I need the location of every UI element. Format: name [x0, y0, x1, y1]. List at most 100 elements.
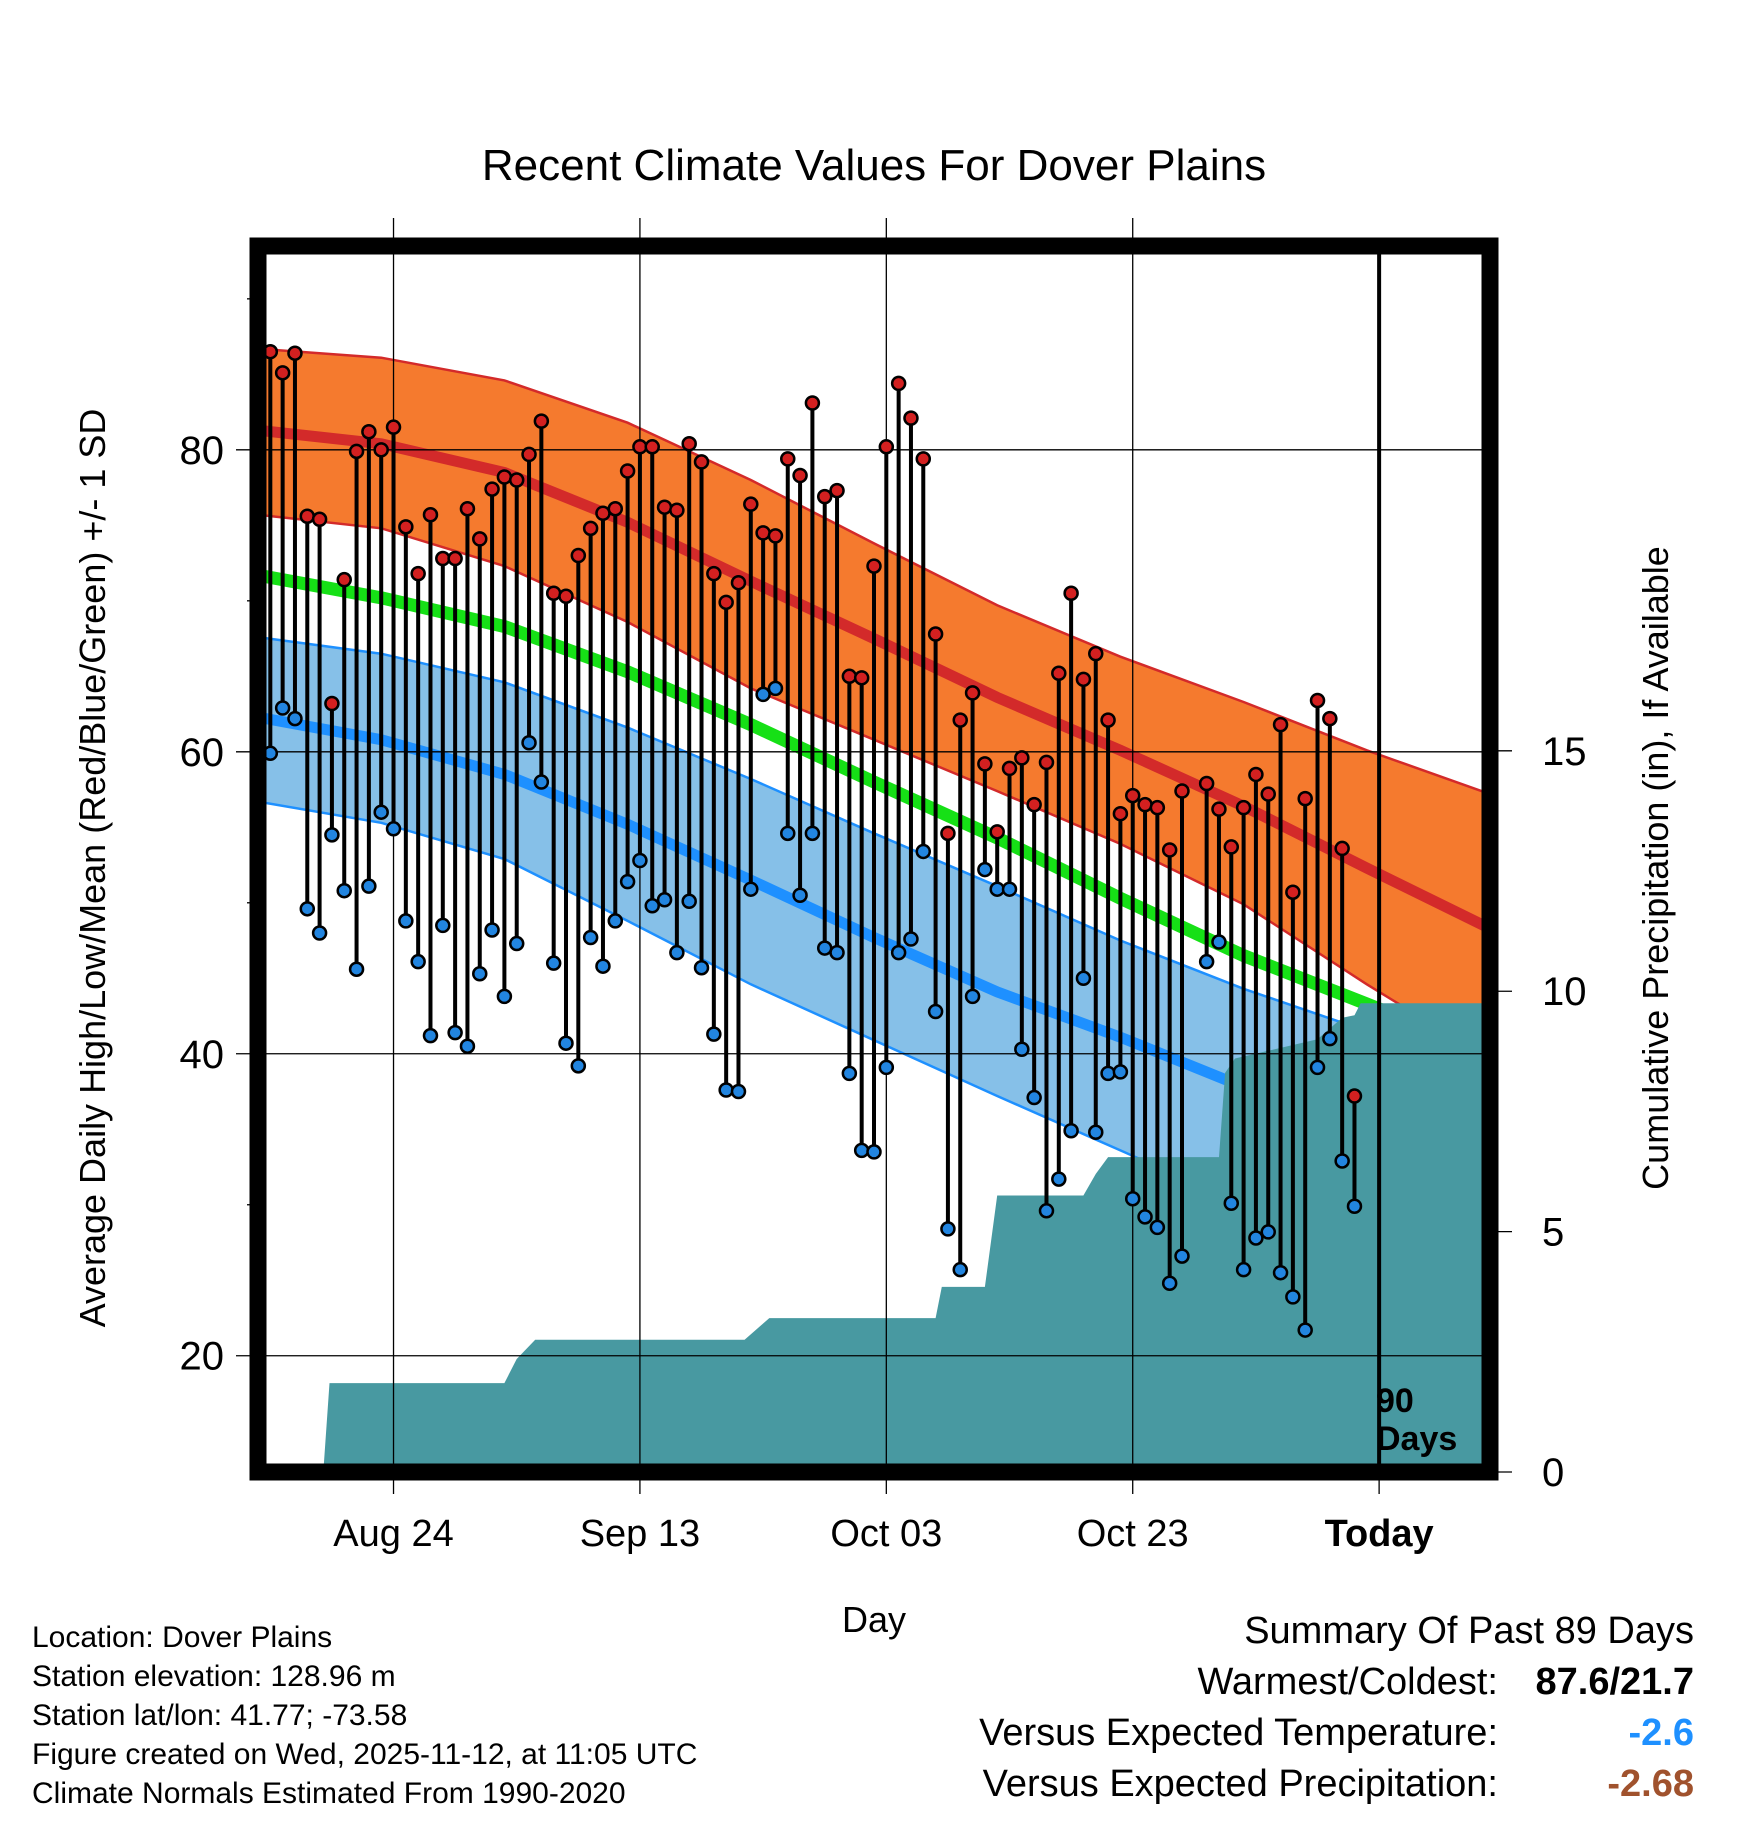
daily-low-point-12 — [398, 913, 414, 929]
daily-low-point-60 — [989, 881, 1005, 897]
y2-tick-label-5: 5 — [1542, 1211, 1564, 1255]
daily-high-point-20 — [496, 469, 513, 485]
daily-low-point-2 — [274, 700, 291, 716]
chart-title: Recent Climate Values For Dover Plains — [482, 141, 1266, 190]
daily-low-point-5 — [311, 925, 328, 941]
y-axis-label: Average Daily High/Low/Mean (Red/Blue/Gr… — [72, 409, 113, 1328]
daily-high-point-18 — [472, 531, 488, 547]
daily-high-point-84 — [1285, 884, 1301, 900]
elevation-text: Station elevation: 128.96 m — [32, 1660, 396, 1693]
daily-high-point-32 — [644, 439, 660, 455]
daily-low-point-56 — [940, 1221, 956, 1237]
daily-high-point-30 — [619, 463, 636, 479]
daily-low-point-47 — [829, 944, 845, 961]
daily-high-point-52 — [890, 375, 907, 392]
daily-high-point-48 — [841, 668, 858, 685]
daily-low-point-64 — [1038, 1203, 1055, 1219]
daily-low-point-74 — [1161, 1275, 1178, 1292]
daily-high-point-16 — [447, 550, 463, 567]
daily-high-point-74 — [1161, 842, 1178, 858]
daily-low-point-54 — [915, 843, 932, 860]
daily-low-point-80 — [1235, 1261, 1252, 1278]
daily-low-point-75 — [1174, 1248, 1190, 1264]
temp-value: -2.6 — [1628, 1712, 1694, 1754]
normals-text: Climate Normals Estimated From 1990-2020 — [32, 1777, 626, 1810]
daily-high-point-73 — [1149, 799, 1166, 816]
daily-low-point-6 — [324, 827, 340, 843]
daily-low-point-62 — [1014, 1041, 1030, 1057]
y2-tick-label-10: 10 — [1542, 970, 1587, 1014]
axis-ticks-layer: 20 40 60 80 0 5 10 15 Aug 24 Sep 13 Oct 03 Oct 23 To… — [180, 218, 1587, 1555]
daily-high-point-68 — [1088, 645, 1104, 662]
daily-low-point-13 — [410, 953, 426, 970]
daily-low-point-50 — [866, 1144, 882, 1160]
warm-cold-row: Warmest/Coldest: 87.6/21.7 — [979, 1657, 1694, 1708]
y2-tick-label-15: 15 — [1542, 730, 1587, 774]
daily-low-point-43 — [780, 825, 796, 842]
daily-high-point-19 — [484, 481, 500, 497]
daily-low-point-55 — [927, 1003, 944, 1020]
y-tick-label-20: 20 — [180, 1335, 225, 1379]
daily-high-point-14 — [422, 507, 439, 523]
daily-low-point-37 — [706, 1026, 722, 1042]
daily-low-point-10 — [373, 804, 389, 820]
daily-high-point-11 — [385, 419, 402, 435]
daily-high-point-39 — [730, 574, 747, 591]
x-tick-label-today: Today — [1325, 1513, 1434, 1555]
daily-low-point-40 — [743, 881, 759, 897]
daily-high-point-89 — [1346, 1088, 1363, 1104]
precip-row: Versus Expected Precipitation: -2.68 — [979, 1759, 1694, 1810]
daily-low-point-83 — [1272, 1264, 1289, 1281]
daily-low-point-15 — [435, 917, 451, 934]
daily-low-point-52 — [890, 944, 907, 961]
daily-high-point-40 — [743, 496, 759, 512]
daily-high-point-47 — [829, 482, 845, 499]
daily-high-point-83 — [1272, 716, 1289, 733]
daily-low-point-28 — [595, 958, 611, 974]
daily-high-point-49 — [853, 670, 870, 686]
daily-low-point-86 — [1309, 1059, 1326, 1076]
x-tick-label-sep-13: Sep 13 — [580, 1513, 700, 1555]
daily-low-point-14 — [422, 1027, 439, 1044]
x-tick-label-oct-23: Oct 23 — [1077, 1513, 1189, 1555]
daily-high-point-82 — [1260, 786, 1276, 802]
daily-high-point-5 — [311, 511, 328, 528]
daily-high-point-17 — [459, 500, 476, 517]
daily-low-point-27 — [582, 929, 599, 946]
daily-high-point-34 — [669, 502, 685, 518]
daily-low-point-25 — [558, 1035, 574, 1051]
daily-high-point-15 — [435, 550, 451, 567]
daily-low-point-61 — [1001, 881, 1018, 897]
daily-low-point-35 — [681, 893, 697, 910]
precipitation-layer — [323, 1003, 1490, 1472]
daily-high-point-12 — [398, 519, 414, 535]
daily-low-point-51 — [878, 1059, 895, 1076]
daily-low-point-42 — [767, 680, 784, 697]
daily-low-point-39 — [730, 1083, 747, 1100]
daily-low-point-30 — [619, 873, 636, 890]
daily-low-point-72 — [1137, 1209, 1153, 1225]
daily-low-point-87 — [1322, 1030, 1338, 1047]
daily-high-point-77 — [1198, 775, 1215, 792]
daily-low-point-26 — [570, 1058, 587, 1074]
warm-cold-value: 87.6/21.7 — [1535, 1661, 1694, 1703]
daily-low-point-65 — [1051, 1171, 1067, 1187]
daily-low-point-53 — [903, 931, 919, 947]
today-days-number: 90 — [1376, 1382, 1414, 1420]
location-text: Location: Dover Plains — [32, 1621, 333, 1654]
daily-high-point-41 — [755, 525, 771, 541]
daily-high-point-59 — [977, 756, 993, 772]
daily-low-point-8 — [348, 961, 365, 977]
daily-low-point-7 — [336, 882, 352, 899]
daily-low-point-79 — [1223, 1195, 1240, 1211]
daily-low-point-68 — [1088, 1124, 1104, 1141]
daily-high-point-81 — [1248, 766, 1264, 783]
daily-high-point-51 — [878, 439, 895, 455]
daily-high-point-66 — [1063, 585, 1079, 602]
daily-low-point-45 — [804, 825, 821, 842]
plot-frame — [249, 237, 1499, 1481]
daily-low-point-41 — [755, 686, 771, 703]
daily-observations-layer — [258, 327, 1363, 1338]
daily-high-point-22 — [521, 446, 537, 463]
